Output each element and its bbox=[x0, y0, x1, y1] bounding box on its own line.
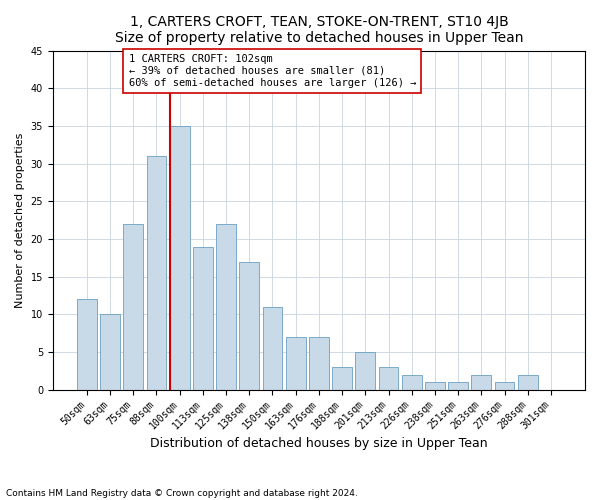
Bar bbox=[355, 352, 375, 390]
Y-axis label: Number of detached properties: Number of detached properties bbox=[15, 132, 25, 308]
Text: Contains HM Land Registry data © Crown copyright and database right 2024.: Contains HM Land Registry data © Crown c… bbox=[6, 488, 358, 498]
Bar bbox=[286, 337, 305, 390]
Bar bbox=[494, 382, 514, 390]
Title: 1, CARTERS CROFT, TEAN, STOKE-ON-TRENT, ST10 4JB
Size of property relative to de: 1, CARTERS CROFT, TEAN, STOKE-ON-TRENT, … bbox=[115, 15, 523, 45]
Bar bbox=[124, 224, 143, 390]
Bar bbox=[170, 126, 190, 390]
Bar bbox=[332, 367, 352, 390]
Bar bbox=[472, 374, 491, 390]
Bar bbox=[448, 382, 468, 390]
Bar bbox=[309, 337, 329, 390]
Bar bbox=[193, 246, 213, 390]
Bar bbox=[146, 156, 166, 390]
Bar bbox=[216, 224, 236, 390]
Bar bbox=[402, 374, 422, 390]
Bar bbox=[263, 307, 283, 390]
Bar bbox=[518, 374, 538, 390]
Bar bbox=[239, 262, 259, 390]
Bar bbox=[100, 314, 120, 390]
Bar bbox=[425, 382, 445, 390]
X-axis label: Distribution of detached houses by size in Upper Tean: Distribution of detached houses by size … bbox=[150, 437, 488, 450]
Bar bbox=[77, 300, 97, 390]
Bar bbox=[379, 367, 398, 390]
Text: 1 CARTERS CROFT: 102sqm
← 39% of detached houses are smaller (81)
60% of semi-de: 1 CARTERS CROFT: 102sqm ← 39% of detache… bbox=[128, 54, 416, 88]
